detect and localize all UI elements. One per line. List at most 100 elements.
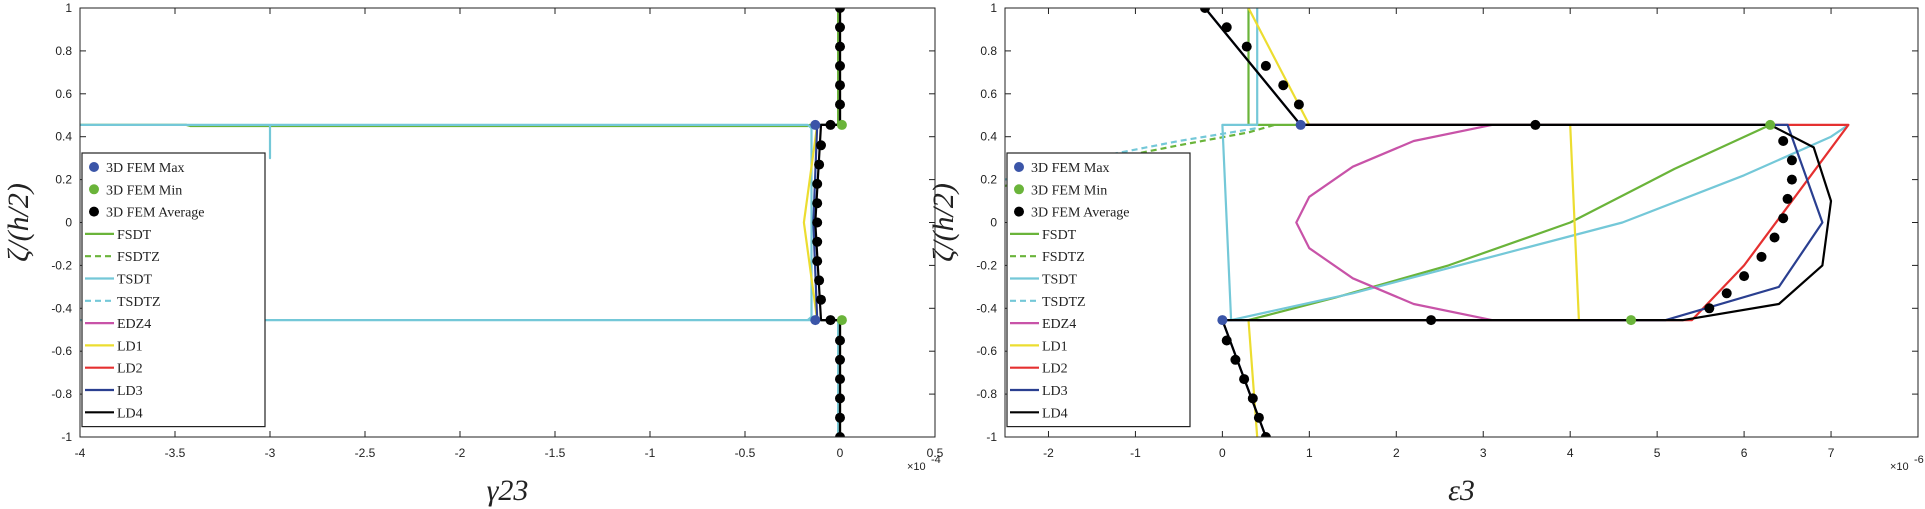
legend-entry-label: TSDTZ xyxy=(1042,295,1086,310)
fem-average-point xyxy=(1260,60,1271,71)
y-tick-label: -0.8 xyxy=(976,387,997,401)
x-tick-label: -3.5 xyxy=(165,446,186,460)
y-tick-label: 0.8 xyxy=(980,44,997,58)
x-tick-label: 4 xyxy=(1567,446,1574,460)
legend-entry-label: TSDTZ xyxy=(117,295,161,310)
fem-max-point xyxy=(1217,315,1228,326)
x-tick-label: -2 xyxy=(455,446,466,460)
fem-average-point xyxy=(812,236,823,247)
fem-max-point xyxy=(810,119,821,130)
fem-average-point xyxy=(1247,393,1258,404)
legend-entry-label: LD2 xyxy=(117,362,143,377)
x-tick-label: 0.5 xyxy=(927,446,944,460)
x-tick-label: -0.5 xyxy=(735,446,756,460)
legend-marker-dot xyxy=(89,162,99,172)
fem-max-point xyxy=(1295,119,1306,130)
legend-entry-label: TSDT xyxy=(1042,273,1077,288)
fem-average-point xyxy=(816,140,826,151)
series-line-tsdt xyxy=(1221,8,1850,322)
x-tick-label: -2.5 xyxy=(355,446,376,460)
fem-average-point xyxy=(835,41,845,52)
y-tick-label: -0.6 xyxy=(51,344,72,358)
fem-average-point xyxy=(814,275,825,286)
series-group xyxy=(1005,8,1850,437)
fem-average-point xyxy=(1260,432,1271,437)
y-tick-label: -0.8 xyxy=(51,387,72,401)
fem-average-point xyxy=(1778,213,1789,224)
fem-average-point xyxy=(1756,251,1767,262)
legend-entry-label: 3D FEM Average xyxy=(106,206,205,221)
y-axis-label: ζ/(h/2) xyxy=(927,183,960,262)
legend-entry-label: LD1 xyxy=(1042,339,1068,354)
legend-marker-dot xyxy=(89,206,99,217)
y-tick-label: 0.2 xyxy=(55,173,72,187)
series-group xyxy=(80,8,847,437)
y-tick-label: 0 xyxy=(990,216,997,230)
x-tick-label: 7 xyxy=(1828,446,1835,460)
y-tick-label: -0.6 xyxy=(976,344,997,358)
fem-max-point xyxy=(810,315,821,326)
legend-entry-label: TSDT xyxy=(117,273,152,288)
legend-marker-dot xyxy=(1014,184,1024,195)
legend-entry-label: LD3 xyxy=(117,384,143,399)
fem-average-point xyxy=(1278,80,1289,91)
fem-average-point xyxy=(835,374,845,385)
y-tick-label: 0.6 xyxy=(55,87,72,101)
fem-average-point xyxy=(812,198,823,209)
fem-min-point xyxy=(836,315,847,326)
fem-average-point xyxy=(825,119,836,130)
fem-average-point xyxy=(812,217,823,228)
fem-average-point xyxy=(1221,335,1232,346)
x-tick-label: 6 xyxy=(1741,446,1748,460)
x-exponent-label: ×10 xyxy=(907,461,926,473)
fem-average-point xyxy=(1230,354,1241,365)
x-tick-label: 3 xyxy=(1480,446,1487,460)
x-tick-label: 0 xyxy=(1219,446,1226,460)
fem-average-point xyxy=(835,8,845,13)
fem-min-point xyxy=(836,119,847,130)
fem-average-point xyxy=(1426,315,1437,326)
fem-average-point xyxy=(1239,374,1250,385)
fem-min-point xyxy=(1626,315,1637,326)
y-tick-label: -0.4 xyxy=(976,301,997,315)
y-tick-label: 1 xyxy=(65,1,72,15)
x-tick-label: -2 xyxy=(1043,446,1054,460)
x-tick-label: 0 xyxy=(837,446,844,460)
legend-entry-label: 3D FEM Average xyxy=(1031,206,1130,221)
fem-average-point xyxy=(825,315,836,326)
fem-average-point xyxy=(835,335,845,346)
legend-entry-label: FSDTZ xyxy=(117,250,160,265)
fem-average-point xyxy=(812,256,823,267)
legend-entry-label: FSDTZ xyxy=(1042,250,1085,265)
fem-average-point xyxy=(1769,232,1780,243)
fem-average-point xyxy=(1778,135,1789,146)
legend-entry-label: LD1 xyxy=(117,339,143,354)
x-axis-label: ε3 xyxy=(1448,474,1475,507)
legend-entry-label: LD4 xyxy=(117,406,143,421)
legend-marker-dot xyxy=(1014,206,1024,217)
legend: 3D FEM Max 3D FEM Min 3D FEM Average FSDT FS… xyxy=(1006,152,1191,428)
x-exponent-label: ×10 xyxy=(1890,461,1909,473)
legend-entry-label: 3D FEM Max xyxy=(1031,161,1110,176)
fem-average-point xyxy=(812,178,823,189)
fem-average-point xyxy=(1199,8,1210,13)
legend-entry-label: LD3 xyxy=(1042,384,1068,399)
y-tick-label: -1 xyxy=(61,430,72,444)
legend-marker-dot xyxy=(89,184,99,195)
y-tick-label: 0.4 xyxy=(980,130,997,144)
legend-entry-label: LD2 xyxy=(1042,362,1068,377)
legend-box xyxy=(81,152,266,428)
fem-average-point xyxy=(1221,22,1232,33)
x-tick-label: 2 xyxy=(1393,446,1400,460)
fem-average-point xyxy=(1739,271,1750,282)
fem-average-point xyxy=(1241,41,1252,52)
x-axis-label: γ23 xyxy=(487,474,529,507)
y-tick-label: 0 xyxy=(65,216,72,230)
fem-average-point xyxy=(1786,174,1797,185)
fem-average-point xyxy=(816,294,826,305)
legend-entry-label: 3D FEM Min xyxy=(106,183,182,198)
chart-panel-gamma23: -4 -3.5 -3 -2.5 -2 -1.5 -1 -0.5 0 0.5 -1 -0.8 -0.6 -0… xyxy=(2,1,944,507)
y-axis-label: ζ/(h/2) xyxy=(2,183,35,262)
legend-entry-label: 3D FEM Max xyxy=(106,161,185,176)
